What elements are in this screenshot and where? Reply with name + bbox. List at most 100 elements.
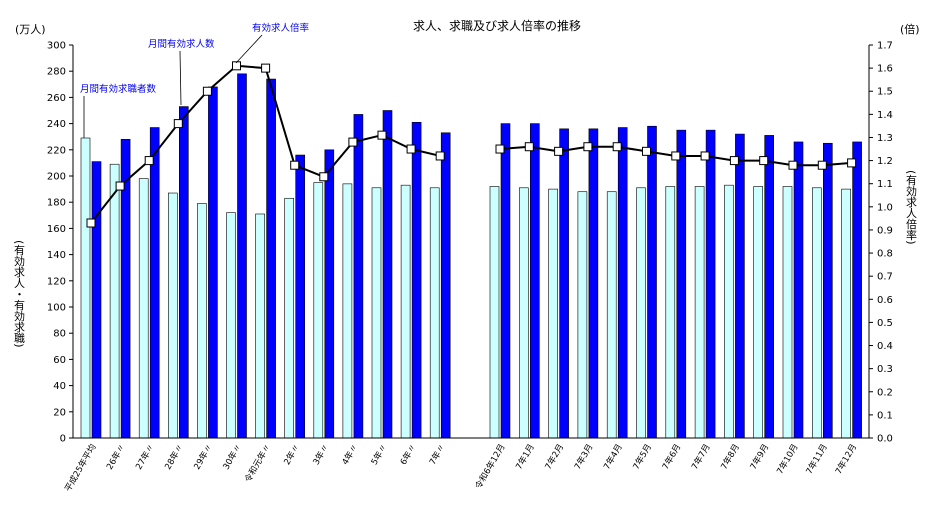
bar-job-seekers [429,187,440,439]
x-tick-label: 7年3月 [572,442,595,472]
ratio-marker [847,158,857,168]
x-tick-label: 27年〃 [133,442,156,472]
x-tick-label: 7年12月 [833,442,859,476]
x-axis-labels: 平成25年平均 26年〃 27年〃 28年〃 29年〃 30年〃 令和元年〃 2年〃 3年〃 4年… [62,442,859,494]
left-tick-label: 140 [47,250,66,261]
left-tick-label: 120 [47,276,66,287]
x-tick-label: 7年6月 [660,442,683,472]
ratio-marker [524,142,534,152]
bar-job-seekers [606,191,617,439]
x-tick-label: 7年8月 [719,442,742,472]
bar-job-openings [588,128,599,439]
ratio-marker [788,160,798,170]
x-tick-label: 5年〃 [369,442,390,467]
x-tick-label: 26年〃 [104,442,127,472]
right-tick-label: 0.0 [877,434,893,445]
bar-job-openings [237,73,247,439]
right-tick-label: 1.1 [877,179,893,190]
left-tick-label: 280 [47,67,66,78]
x-tick-label: 30年〃 [221,442,244,472]
x-tick-label: 7年〃 [427,442,448,467]
right-tick-label: 0.9 [877,225,893,236]
bar-job-seekers [371,187,382,439]
right-tick-label: 1.2 [877,156,893,167]
bar-job-openings [559,128,569,439]
right-tick-label: 1.6 [877,64,893,75]
ratio-marker [261,63,271,73]
ratio-marker [319,172,329,182]
ratio-marker [144,156,154,166]
left-tick-label: 20 [53,407,66,418]
bar-job-openings [208,86,218,439]
ratio-marker [583,142,593,152]
ratio-marker [232,61,241,71]
right-tick-label: 0.1 [877,410,893,421]
x-tick-label: 7年7月 [689,442,712,472]
x-tick-label: 4年〃 [340,442,361,467]
bar-job-seekers [753,186,764,439]
ratio-marker [290,160,300,170]
ratio-marker [759,156,769,166]
bar-job-seekers [724,184,734,439]
right-axis-unit: (倍) [900,22,920,36]
right-tick-label: 0.2 [877,387,893,398]
ratio-marker [817,160,827,170]
right-tick-label: 0.5 [877,318,893,329]
bar-job-openings [852,141,862,439]
bar-job-seekers [782,186,793,439]
bar-job-openings [91,161,102,439]
x-tick-label: 令和6年12月 [473,442,508,491]
ratio-marker [86,218,96,228]
left-tick-label: 200 [47,172,66,183]
ratio-marker [115,181,125,191]
right-tick-label: 1.4 [877,110,893,121]
left-tick-label: 80 [53,329,66,340]
left-tick-label: 0 [60,434,66,445]
bar-job-seekers [226,212,236,439]
ratio-marker [700,151,710,161]
x-tick-label: 28年〃 [162,442,185,472]
bar-job-seekers [313,182,324,439]
bar-job-seekers [342,183,353,439]
x-tick-label: 7年10月 [774,442,800,476]
ratio-line-group [86,61,857,228]
x-tick-label: 7年1月 [513,442,536,472]
ratio-marker [202,86,212,96]
right-tick-label: 1.5 [877,87,893,98]
right-tick-label: 0.8 [877,249,893,260]
right-tick-label: 0.7 [877,272,893,283]
bar-job-seekers [80,137,91,439]
bar-job-seekers [518,187,529,439]
right-tick-label: 0.3 [877,364,893,375]
right-axis-label: (有効求人倍率) [905,170,918,245]
ratio-marker [173,119,183,129]
x-tick-label: 7年9月 [748,442,771,472]
bar-job-seekers [636,187,646,439]
bar-job-seekers [197,203,207,439]
callout-ratio: 有効求人倍率 [252,22,310,34]
bar-job-openings [705,129,716,439]
bar-job-openings [295,154,306,439]
bar-job-openings [324,149,335,439]
bar-job-openings [440,132,451,439]
x-tick-label: 平成25年平均 [62,442,98,494]
bar-job-openings [676,129,687,439]
left-tick-label: 220 [47,145,66,156]
bars-group [80,73,862,439]
right-tick-label: 1.0 [877,202,893,213]
left-tick-label: 180 [47,198,66,209]
x-tick-label: 7年11月 [804,442,830,476]
bar-job-openings [822,142,833,439]
ratio-marker [612,142,622,152]
bar-job-seekers [548,188,558,439]
ratio-marker [377,130,387,140]
left-tick-label: 40 [53,381,66,392]
left-tick-label: 240 [47,119,66,130]
bar-job-seekers [841,188,851,439]
left-tick-label: 260 [47,93,66,104]
ratio-marker [435,151,445,161]
bar-job-openings [353,114,364,439]
bar-job-seekers [489,186,500,439]
bar-job-seekers [168,192,178,439]
